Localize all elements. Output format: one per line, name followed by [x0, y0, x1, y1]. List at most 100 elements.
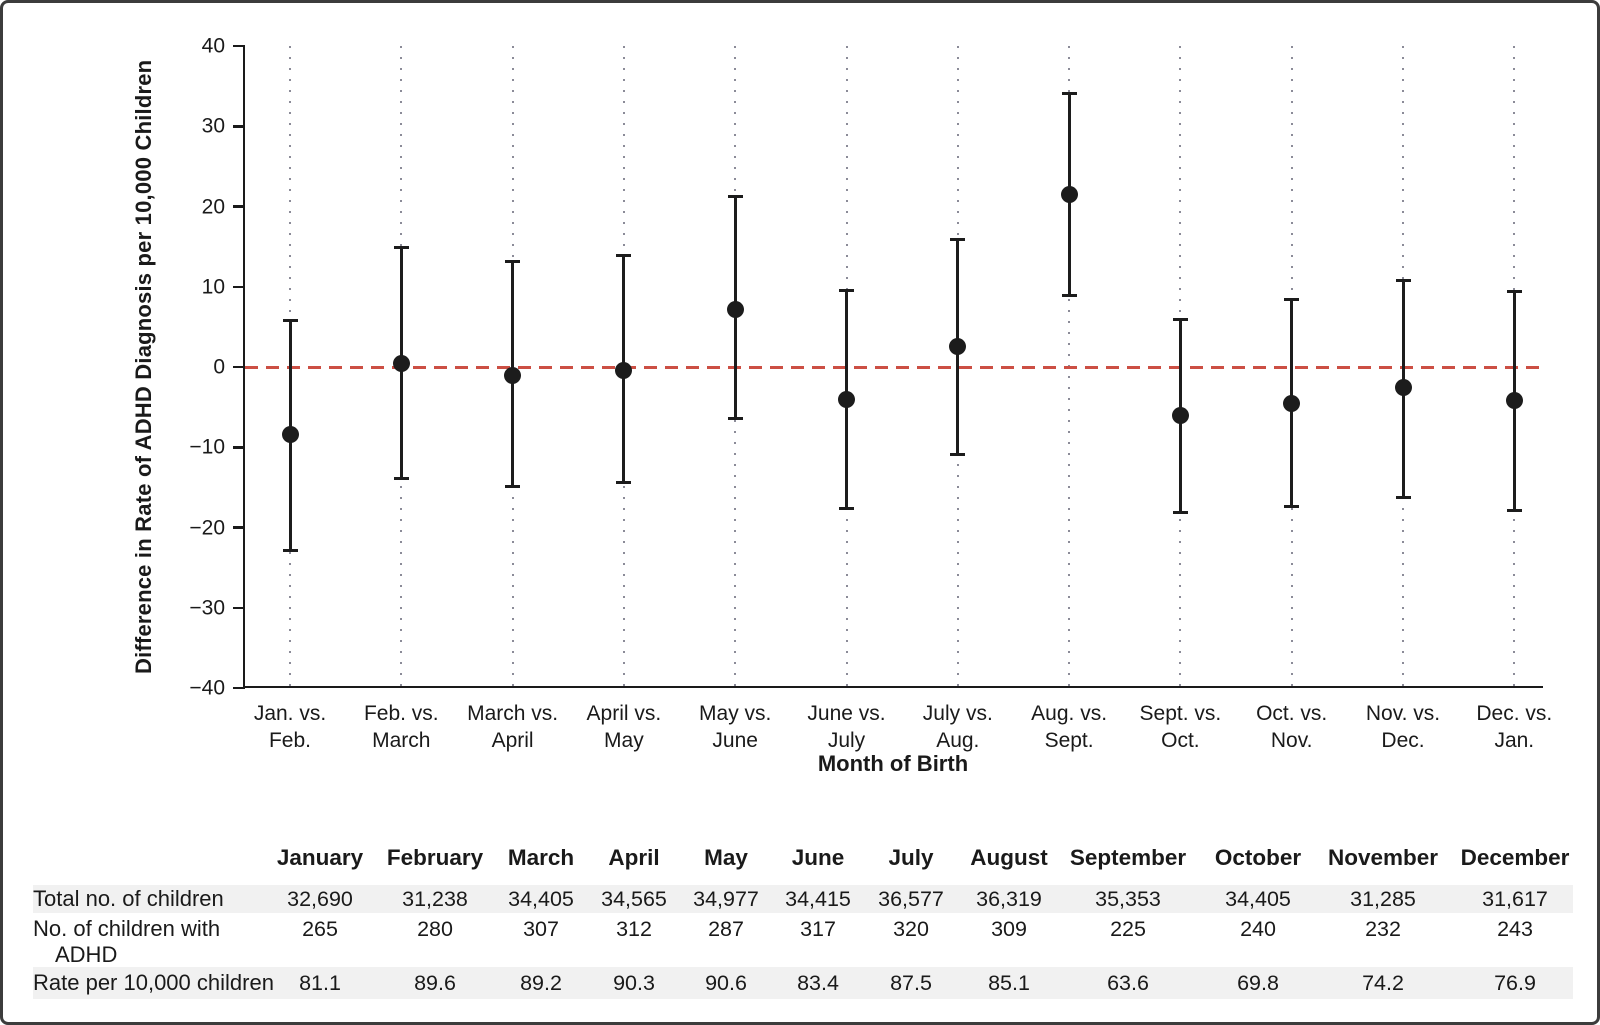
y-tick-label: −20	[189, 516, 225, 539]
table-header-cell: November	[1327, 845, 1439, 870]
y-axis-tick	[233, 365, 245, 369]
ci-upper-cap	[839, 288, 854, 292]
point-marker	[949, 338, 967, 356]
y-tick-label: −40	[189, 676, 225, 700]
table-cell: 280	[417, 917, 453, 941]
ci-upper-cap	[1395, 278, 1411, 282]
table-cell: 63.6	[1107, 971, 1149, 995]
table-cell: 89.6	[414, 971, 456, 995]
x-category-label: July vs. Aug.	[922, 702, 993, 752]
table-header-cell: May	[704, 845, 748, 870]
table-cell: 240	[1240, 917, 1276, 941]
ci-upper-cap	[727, 195, 743, 199]
table-cell: 76.9	[1494, 971, 1536, 995]
y-axis-tick	[233, 686, 245, 690]
point-marker	[726, 300, 744, 318]
table-cell: 34,405	[508, 887, 574, 911]
x-category-label: Aug. vs. Sept.	[1031, 702, 1108, 752]
y-tick-label: −30	[189, 596, 225, 620]
table-row-label: Rate per 10,000 children	[33, 970, 274, 995]
point-marker	[1171, 406, 1189, 424]
table-header-cell: December	[1460, 845, 1570, 870]
table-cell: 317	[800, 917, 836, 941]
y-tick-label: 0	[213, 355, 225, 379]
table-cell: 81.1	[299, 971, 341, 995]
y-tick-label: 30	[201, 114, 225, 138]
table-cell: 225	[1110, 917, 1146, 941]
x-category-label: April vs. May	[586, 702, 662, 752]
ci-upper-cap	[393, 245, 409, 249]
y-axis-tick	[233, 526, 245, 529]
table-cell: 83.4	[797, 971, 839, 995]
y-axis-title: Difference in Rate of ADHD Diagnosis per…	[131, 59, 156, 675]
ci-upper-cap	[1284, 297, 1300, 301]
table-cell: 85.1	[988, 971, 1030, 995]
table-cell: 90.6	[705, 971, 747, 995]
table-cell: 287	[708, 917, 744, 941]
table-header-cell: July	[888, 845, 934, 870]
y-tick-label: 40	[201, 34, 225, 58]
point-marker	[1505, 392, 1523, 410]
table-row: Total no. of children 32,690 31,238 34,405 3…	[33, 885, 1573, 913]
x-category-label: Feb. vs. March	[363, 702, 439, 752]
ci-upper-cap	[282, 319, 298, 323]
ci-lower-cap	[393, 477, 409, 481]
x-category-label: Sept. vs. Oct.	[1139, 702, 1222, 752]
point-marker	[392, 355, 410, 373]
table-row-label: No. of children with ADHD	[33, 916, 221, 967]
point-marker	[1394, 379, 1412, 397]
table-header-cell: January	[276, 845, 364, 870]
table-cell: 265	[302, 917, 338, 941]
ci-lower-cap	[616, 480, 632, 484]
table-cell: 34,977	[693, 887, 759, 911]
x-category-label: June vs. July	[807, 702, 886, 752]
table-cell: 320	[893, 917, 929, 941]
y-tick-label: 20	[201, 195, 225, 218]
y-axis-tick	[233, 205, 245, 208]
table-cell: 243	[1497, 917, 1533, 941]
table-cell: 69.8	[1237, 971, 1279, 995]
table-header-cell: February	[386, 845, 484, 870]
table-cell: 34,565	[601, 887, 667, 911]
table-cell: 307	[523, 917, 559, 941]
table-cell: 309	[991, 917, 1027, 941]
ci-upper-cap	[1506, 289, 1522, 293]
table-header-cell: October	[1214, 845, 1302, 870]
point-marker	[504, 366, 522, 384]
y-axis-tick	[233, 606, 245, 609]
point-marker	[615, 361, 633, 379]
ci-lower-cap	[839, 507, 854, 511]
table-cell: 36,319	[976, 887, 1042, 911]
table-cell: 74.2	[1362, 971, 1404, 995]
point-marker	[1283, 394, 1301, 412]
table-cell: 35,353	[1095, 887, 1161, 911]
x-category-label: May vs. June	[699, 702, 772, 752]
ci-lower-cap	[950, 453, 966, 457]
table-header-cell: March	[507, 845, 575, 870]
ci-lower-cap	[1395, 495, 1411, 499]
table-row-label: Total no. of children	[33, 886, 224, 911]
table-cell: 312	[616, 917, 652, 941]
point-marker	[1060, 185, 1078, 203]
x-category-label: March vs. April	[467, 702, 559, 752]
x-category-label: Nov. vs. Dec.	[1365, 702, 1441, 752]
y-tick-label: 10	[201, 275, 225, 299]
table-cell: 31,238	[402, 887, 468, 911]
ci-lower-cap	[727, 417, 743, 421]
table-header-cell: June	[791, 845, 845, 870]
x-category-label: Oct. vs. Nov.	[1256, 702, 1328, 752]
ci-upper-cap	[1172, 317, 1188, 321]
table-cell: 31,617	[1482, 887, 1548, 911]
table-row: No. of children with ADHD 265 280 307 312 287 3…	[33, 915, 1573, 967]
table-cell: 34,415	[785, 887, 851, 911]
x-axis-title: Month of Birth	[817, 751, 969, 776]
table-row: Rate per 10,000 children 81.1 89.6 89.2 90.3…	[33, 967, 1573, 999]
zero-reference-line	[245, 365, 1543, 369]
ci-lower-cap	[1506, 508, 1522, 512]
table-cell: 31,285	[1350, 887, 1416, 911]
y-axis-tick	[233, 44, 245, 48]
y-axis-tick	[233, 285, 245, 288]
table-header-cell: August	[970, 845, 1048, 870]
point-marker	[838, 391, 855, 409]
